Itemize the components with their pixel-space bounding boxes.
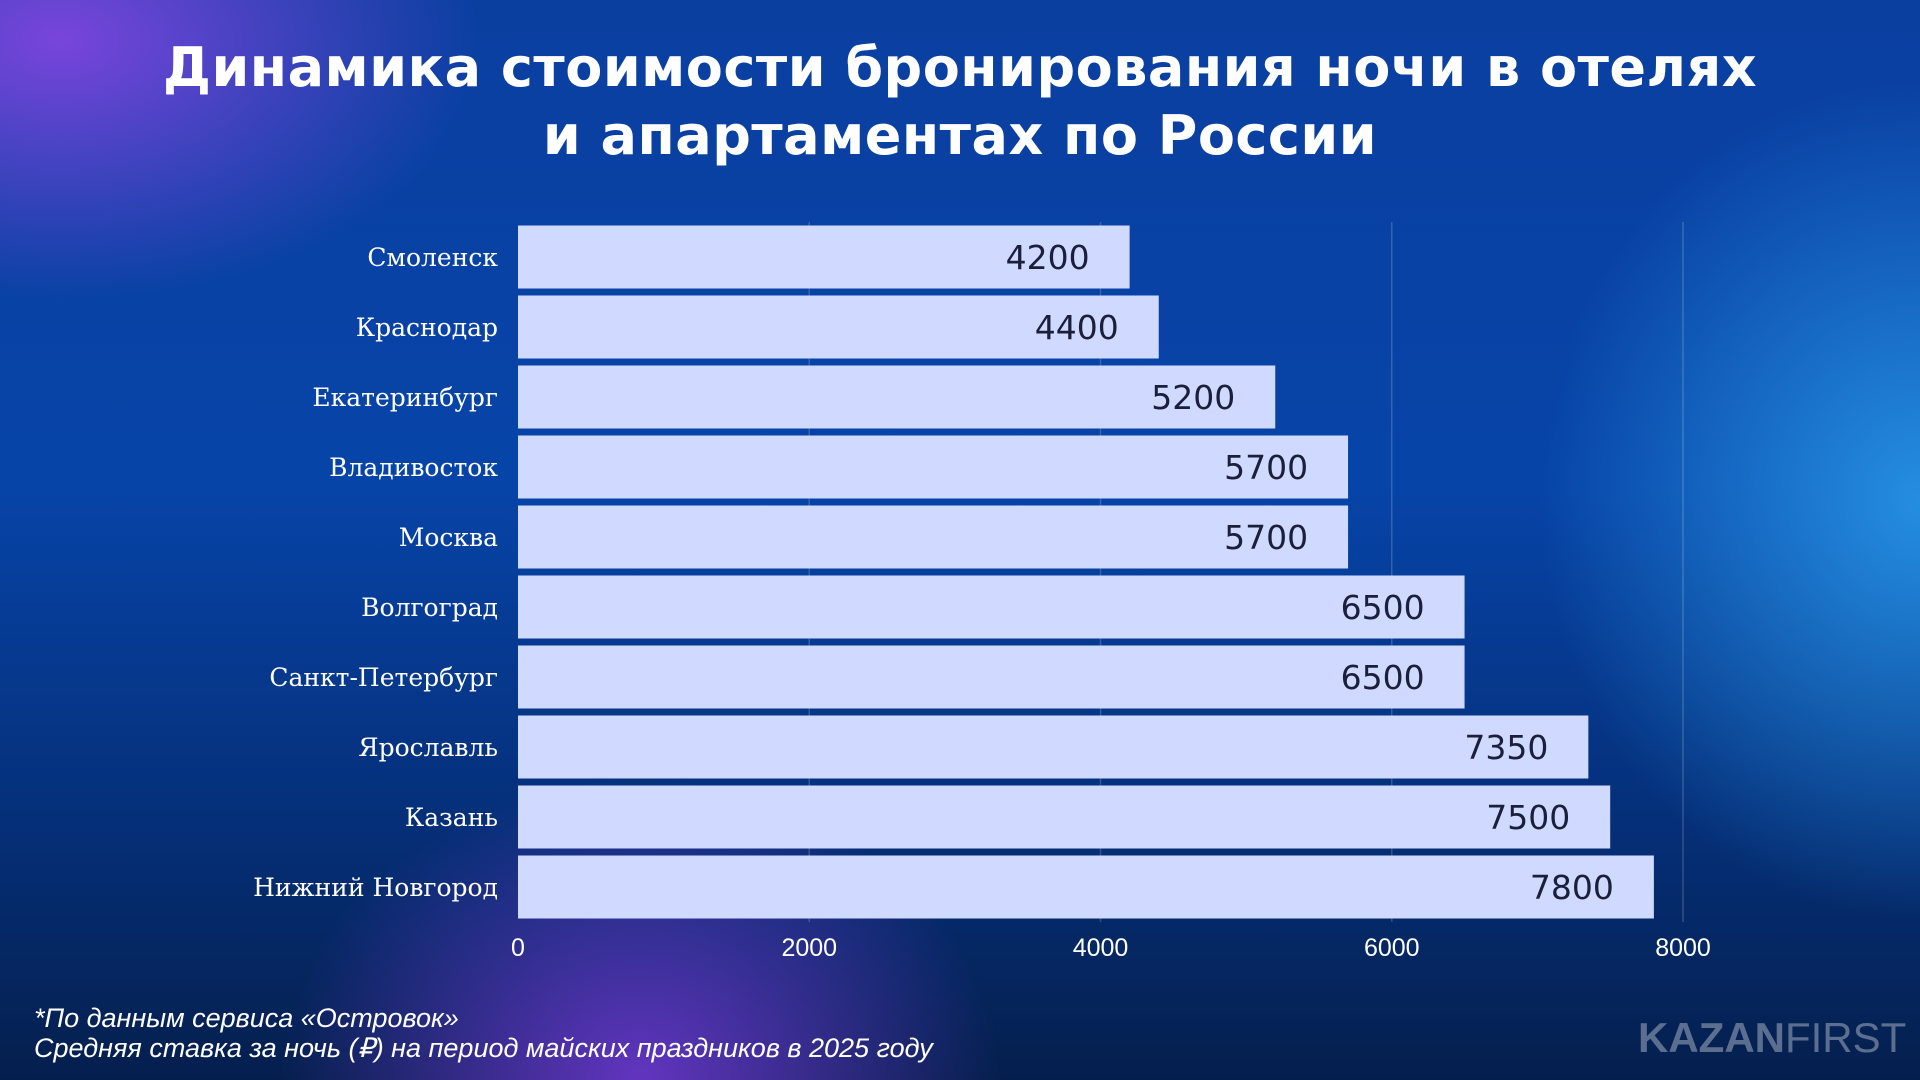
chart-title-line-2: и апартаментах по России (542, 104, 1378, 167)
data-label: 7500 (1486, 798, 1570, 837)
logo-part-kazan: KAZAN (1638, 1014, 1785, 1061)
bar (518, 715, 1589, 779)
chart-title-line-1: Динамика стоимости бронирования ночи в о… (162, 36, 1758, 99)
category-label: Москва (399, 523, 498, 552)
data-label: 5700 (1224, 518, 1308, 557)
bar (518, 855, 1654, 919)
data-label: 5200 (1151, 378, 1235, 417)
x-tick-label: 6000 (1364, 934, 1420, 962)
footnote-description: Средняя ставка за ночь (₽) на период май… (34, 1033, 933, 1063)
x-tick-label: 2000 (781, 934, 837, 962)
data-label: 7800 (1530, 868, 1614, 907)
category-label: Нижний Новгород (253, 873, 498, 902)
category-label: Владивосток (329, 453, 498, 482)
x-tick-label: 4000 (1073, 934, 1129, 962)
category-label: Казань (405, 803, 498, 832)
category-label: Ярославль (358, 733, 498, 762)
data-label: 6500 (1341, 658, 1425, 697)
bar (518, 365, 1276, 429)
category-label: Смоленск (367, 243, 498, 272)
bar (518, 435, 1349, 499)
category-label: Екатеринбург (312, 383, 498, 412)
x-tick-label: 8000 (1655, 934, 1711, 962)
logo-part-first: FIRST (1784, 1014, 1907, 1061)
bar (518, 645, 1465, 709)
bar (518, 505, 1349, 569)
data-label: 5700 (1224, 448, 1308, 487)
bar (518, 785, 1611, 849)
footnote: *По данным сервиса «Островок» Средняя ст… (34, 1003, 933, 1063)
kazanfirst-logo: KAZANFIRST (1638, 1014, 1906, 1062)
data-label: 6500 (1341, 588, 1425, 627)
data-label: 4200 (1006, 238, 1090, 277)
bar (518, 295, 1159, 359)
category-label: Волгоград (361, 593, 498, 622)
category-label: Краснодар (356, 313, 498, 342)
data-label: 4400 (1035, 308, 1119, 347)
footnote-source: *По данным сервиса «Островок» (34, 1003, 459, 1033)
x-tick-label: 0 (511, 934, 525, 962)
bar (518, 575, 1465, 639)
category-label: Санкт-Петербург (269, 663, 498, 692)
bars (518, 225, 1654, 919)
labels: 0 2000 4000 6000 8000 Смоленск 4200 Краснодар 44… (253, 238, 1711, 962)
data-label: 7350 (1464, 728, 1548, 767)
chart-title: Динамика стоимости бронирования ночи в о… (0, 34, 1920, 170)
bar (518, 225, 1130, 289)
